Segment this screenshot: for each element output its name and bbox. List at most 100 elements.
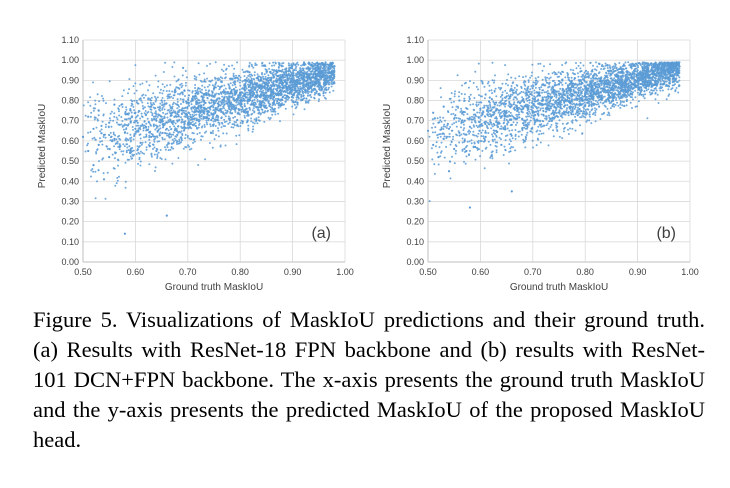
scatter-point [219, 91, 222, 94]
scatter-point [324, 61, 327, 64]
scatter-point [228, 121, 231, 124]
scatter-point [235, 134, 238, 137]
scatter-point [514, 149, 517, 152]
scatter-point [287, 62, 290, 65]
scatter-point [187, 97, 190, 99]
scatter-point [560, 107, 563, 110]
scatter-point [230, 126, 233, 129]
scatter-point [443, 135, 446, 138]
y-tick-label: 0.20 [61, 217, 79, 227]
scatter-point [278, 87, 281, 89]
scatter-point [266, 98, 269, 101]
scatter-point [242, 120, 244, 123]
scatter-point [531, 87, 534, 89]
scatter-point [203, 72, 206, 75]
scatter-point [214, 76, 216, 79]
scatter-point [155, 147, 158, 150]
scatter-point [268, 71, 271, 74]
scatter-point [183, 127, 186, 130]
scatter-point [178, 140, 181, 143]
scatter-point [157, 113, 160, 116]
scatter-point [123, 123, 126, 126]
scatter-point [235, 90, 238, 93]
scatter-point [221, 122, 224, 125]
scatter-point [258, 112, 261, 114]
scatter-point [197, 107, 200, 110]
scatter-point [247, 124, 250, 127]
scatter-point [221, 99, 224, 102]
scatter-point [139, 117, 142, 120]
scatter-point [101, 140, 103, 143]
scatter-point [558, 135, 561, 138]
scatter-point [569, 111, 572, 114]
scatter-point [583, 71, 586, 74]
scatter-point [311, 61, 314, 64]
scatter-point [161, 108, 164, 111]
scatter-point [277, 102, 280, 105]
scatter-point [240, 100, 243, 103]
scatter-point [208, 102, 211, 105]
scatter-point [156, 116, 159, 118]
scatter-point [449, 143, 452, 146]
scatter-point [325, 65, 328, 68]
scatter-point [498, 104, 501, 107]
scatter-point [314, 73, 317, 76]
scatter-point [430, 147, 433, 150]
scatter-point [540, 132, 543, 135]
scatter-point [623, 86, 626, 89]
scatter-point [159, 149, 162, 151]
scatter-point [244, 93, 247, 96]
scatter-point [162, 105, 165, 108]
scatter-point [558, 119, 561, 122]
scatter-point [134, 132, 137, 135]
scatter-point [159, 102, 162, 105]
scatter-point [131, 126, 134, 128]
scatter-point [440, 96, 442, 99]
scatter-point [281, 87, 284, 90]
scatter-point [233, 123, 236, 126]
scatter-point [247, 81, 250, 84]
scatter-point [99, 130, 102, 133]
scatter-point [590, 122, 593, 125]
scatter-point [161, 92, 164, 95]
scatter-point [489, 143, 492, 146]
scatter-point [149, 124, 152, 127]
scatter-point [108, 156, 111, 159]
scatter-point [454, 108, 457, 111]
scatter-point [629, 76, 632, 79]
scatter-point [113, 115, 116, 118]
scatter-point [129, 120, 132, 123]
scatter-point [223, 91, 226, 94]
scatter-point [594, 120, 597, 123]
scatter-point [214, 120, 217, 123]
scatter-point [657, 102, 660, 104]
scatter-point [476, 111, 479, 114]
scatter-point [615, 98, 618, 101]
scatter-point [147, 98, 150, 101]
scatter-point [220, 110, 223, 113]
scatter-point [208, 84, 211, 86]
scatter-point [477, 115, 480, 118]
scatter-point [494, 87, 497, 90]
scatter-point [244, 111, 247, 114]
scatter-point [596, 80, 599, 83]
scatter-point [297, 89, 300, 92]
scatter-point [306, 72, 308, 75]
scatter-point [487, 115, 490, 118]
scatter-point [552, 135, 555, 138]
scatter-point [299, 85, 302, 88]
scatter-point [294, 67, 297, 70]
scatter-point [247, 114, 250, 117]
scatter-point [268, 81, 271, 84]
scatter-point [322, 65, 326, 68]
scatter-point [320, 89, 323, 92]
scatter-point [158, 132, 161, 135]
scatter-point [318, 88, 321, 91]
scatter-point [124, 111, 127, 113]
scatter-point [216, 98, 218, 101]
scatter-point [120, 123, 123, 126]
scatter-point [191, 106, 194, 109]
scatter-point [316, 79, 319, 82]
scatter-point [532, 81, 535, 84]
y-tick-label: 0.40 [406, 176, 424, 186]
